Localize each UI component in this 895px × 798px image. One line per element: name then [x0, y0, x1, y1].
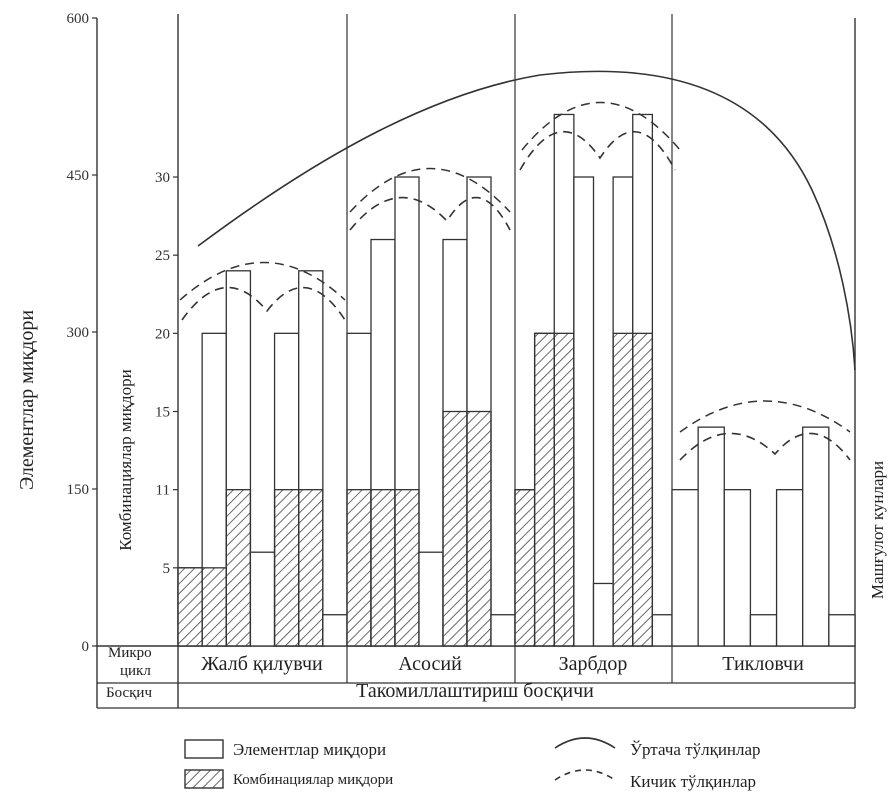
element-bar [651, 614, 673, 647]
combination-bar [394, 489, 420, 647]
legend-label-elements: Элементлар миқдори [233, 740, 386, 759]
main-trend-curve [197, 70, 856, 371]
left-tick-label: 0 [82, 639, 90, 655]
legend-swatch-medium-wave [554, 737, 616, 749]
combination-bar [370, 489, 396, 647]
row-label-microcycle-2: цикл [120, 663, 151, 679]
combination-bar [177, 567, 203, 647]
element-bar [418, 551, 444, 647]
medium-wave-phase-1 [179, 261, 346, 301]
left-tick-label: 450 [67, 168, 90, 184]
phase-label-1: Асосий [398, 653, 462, 675]
small-wave-phase-3 [519, 131, 676, 171]
element-bar [573, 176, 595, 647]
small-wave-phase-2 [349, 196, 511, 231]
bars [177, 113, 856, 647]
combination-bar [225, 489, 252, 647]
small-wave-phase-1 [181, 286, 346, 321]
left-tick-label: 150 [67, 482, 90, 498]
row-label-microcycle-1: Микро [108, 645, 152, 661]
legend-swatch-elements [184, 739, 224, 759]
phase-label-0: Жалб қилувчи [201, 653, 323, 675]
inner-tick-label: 15 [155, 405, 170, 421]
inner-tick-label: 25 [155, 248, 170, 264]
element-bar [592, 582, 614, 647]
inner-tick-label: 20 [155, 326, 170, 342]
small-wave-phase-4 [679, 432, 851, 461]
legend-swatch-small-wave [554, 769, 616, 781]
combination-bar [612, 332, 634, 647]
element-bar [723, 489, 752, 647]
inner-axis-title: Комбинациялар миқдори [116, 369, 135, 550]
right-axis-title: Машғулот кунлари [868, 461, 887, 599]
element-bar [802, 426, 830, 647]
phase-label-2: Зарбдор [559, 653, 628, 675]
combination-bar [346, 489, 372, 647]
combination-bar [442, 410, 468, 647]
element-bar [828, 614, 856, 647]
element-bar [322, 614, 348, 647]
left-tick-label: 300 [67, 325, 90, 341]
left-tick-label: 600 [67, 11, 90, 27]
element-bar [249, 551, 276, 647]
element-bar [775, 489, 804, 647]
combination-bar [201, 567, 227, 647]
phase-label-3: Тикловчи [722, 653, 804, 675]
stage-name: Такомиллаштириш босқичи [356, 680, 594, 702]
row-label-stage: Босқич [106, 685, 152, 701]
combination-bar [553, 332, 575, 647]
labels: Элементлар миқдори Комбинациялар миқдори… [16, 310, 887, 791]
inner-tick-label: 5 [163, 561, 171, 577]
legend-swatch-combinations [184, 769, 224, 789]
element-bar [697, 426, 725, 647]
inner-tick-label: 1​1 [156, 483, 170, 499]
combination-bar [466, 410, 492, 647]
medium-wave-phase-2 [349, 167, 511, 213]
legend-label-medium-wave: Ўртача тўлқинлар [630, 740, 761, 759]
medium-wave-phase-4 [679, 400, 851, 433]
combination-bar [298, 489, 324, 647]
left-axis-title: Элементлар миқдори [16, 310, 38, 490]
waves [179, 70, 856, 461]
combination-bar [273, 489, 300, 647]
legend-label-small-wave: Кичик тўлқинлар [630, 772, 756, 791]
medium-wave-phase-3 [521, 101, 681, 151]
element-bar [671, 489, 699, 647]
legend-label-combinations: Комбинациялар миқдори [233, 772, 393, 788]
element-bar [749, 614, 778, 647]
inner-tick-label: 30 [155, 170, 170, 186]
combination-bar [514, 489, 536, 647]
element-bar [490, 614, 516, 647]
combination-bar [632, 332, 654, 647]
combination-bar [533, 332, 555, 647]
